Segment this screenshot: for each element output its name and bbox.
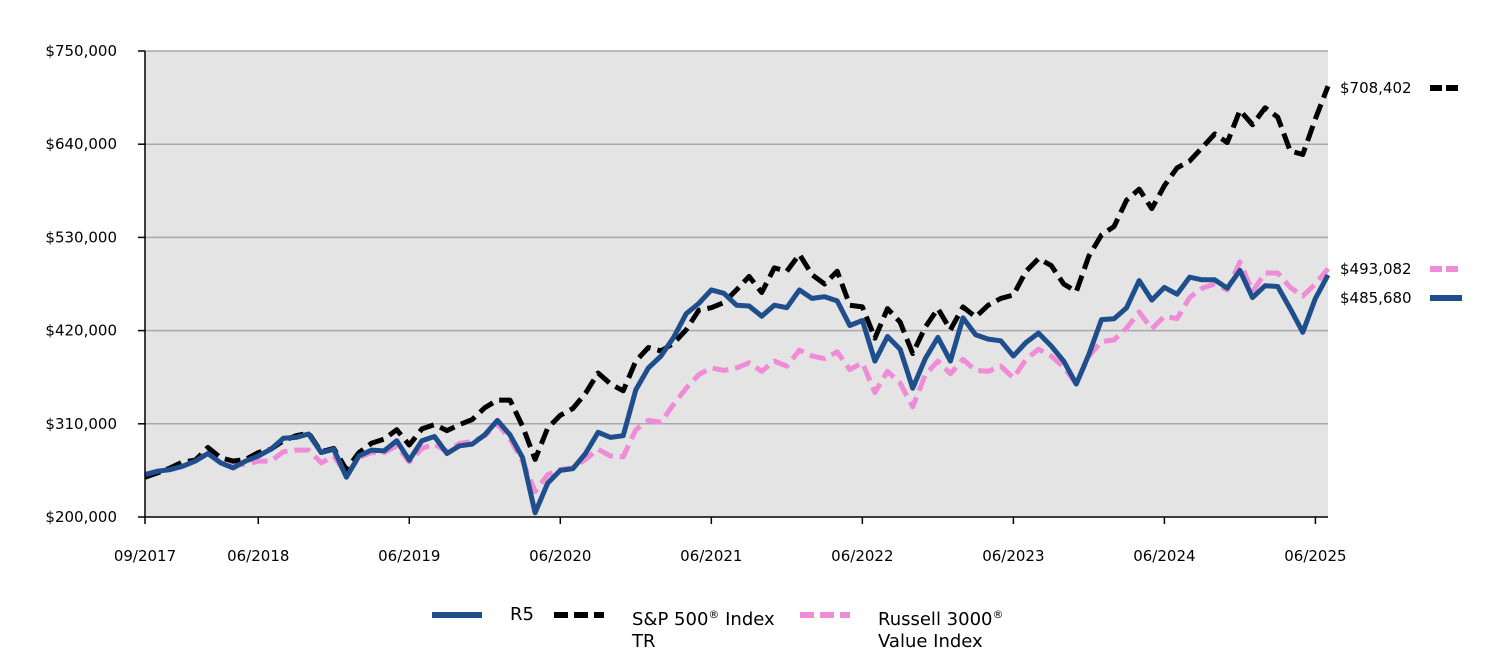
- y-tick-label: $750,000: [45, 42, 117, 60]
- legend-label-sp500-line1: S&P 500: [632, 609, 709, 630]
- end-labels: $708,402 $493,082 $485,680: [1340, 79, 1462, 307]
- y-tick-label: $640,000: [45, 135, 117, 153]
- legend-swatch-sp500: [554, 612, 604, 618]
- x-tick-label: 06/2018: [227, 547, 289, 565]
- legend-swatch-r5: [432, 612, 482, 618]
- legend-label-russell-sup: ®: [992, 608, 1004, 621]
- end-label-russell: $493,082: [1340, 260, 1412, 278]
- legend-label-russell-line2: Value Index: [878, 631, 983, 652]
- x-tick-label: 06/2024: [1133, 547, 1195, 565]
- legend: R5 S&P 500® Index TR Russell 3000® Value I…: [430, 604, 1130, 654]
- x-tick-label: 06/2025: [1284, 547, 1346, 565]
- end-label-sp500: $708,402: [1340, 79, 1412, 97]
- legend-label-sp500-rest: Index: [719, 609, 775, 630]
- x-tick-label: 06/2019: [378, 547, 440, 565]
- plot-background: [145, 51, 1328, 517]
- y-tick-label: $200,000: [45, 508, 117, 526]
- series-line-r5: [144, 267, 1331, 516]
- x-tick-label: 06/2020: [529, 547, 591, 565]
- end-label-r5: $485,680: [1340, 289, 1412, 307]
- legend-swatch-russell: [800, 612, 850, 618]
- legend-label-sp500: S&P 500® Index TR: [632, 604, 775, 653]
- x-tick-label: 06/2022: [831, 547, 893, 565]
- x-tick-label: 09/2017: [114, 547, 176, 565]
- y-ticks: $200,000 $310,000 $420,000 $530,000 $640,000…: [45, 42, 145, 526]
- y-tick-label: $310,000: [45, 415, 117, 433]
- series-layer: [144, 85, 1331, 516]
- x-ticks: 09/2017 06/2018 06/2019 06/2020 06/2021 06/20…: [114, 517, 1347, 565]
- legend-label-r5: R5: [510, 604, 534, 625]
- legend-label-russell-line1: Russell 3000: [878, 609, 993, 630]
- legend-label-sp500-sup: ®: [708, 608, 720, 621]
- legend-label-sp500-line2: TR: [632, 631, 656, 652]
- x-tick-label: 06/2023: [982, 547, 1044, 565]
- y-tick-label: $530,000: [45, 228, 117, 246]
- gridlines: [145, 50, 1328, 425]
- legend-label-russell: Russell 3000® Value Index: [878, 604, 1003, 653]
- x-tick-label: 06/2021: [680, 547, 742, 565]
- y-tick-label: $420,000: [45, 322, 117, 340]
